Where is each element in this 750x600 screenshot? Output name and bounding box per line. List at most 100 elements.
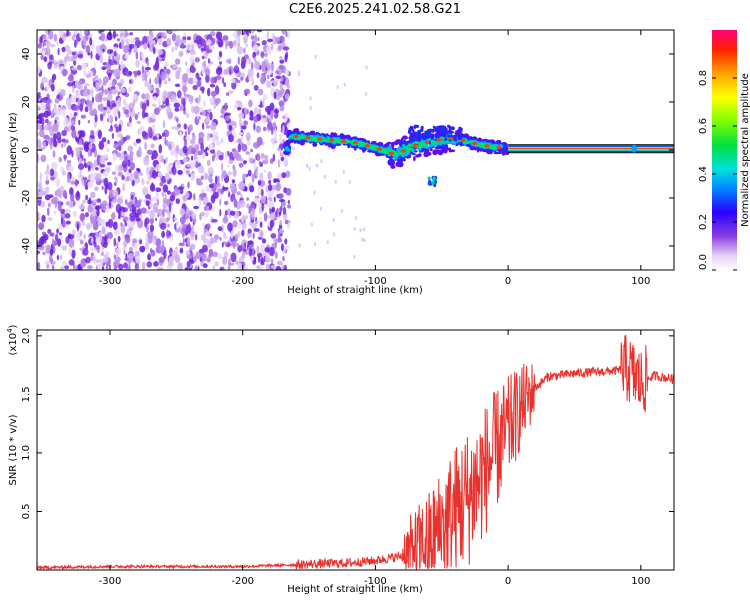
- noise-speckle: [193, 205, 200, 210]
- noise-speckle: [177, 90, 182, 99]
- ridge-blob: [359, 141, 364, 145]
- noise-speckle: [260, 76, 266, 85]
- side-feature: [432, 177, 436, 182]
- noise-speckle: [212, 131, 219, 138]
- noise-speckle: [45, 245, 51, 249]
- noise-speckle: [76, 190, 79, 198]
- noise-speckle: [267, 121, 273, 130]
- noise-speckle: [199, 213, 202, 221]
- noise-speckle: [55, 233, 59, 242]
- noise-speckle: [112, 152, 117, 162]
- noise-speckle: [146, 180, 150, 185]
- noise-speckle: [94, 186, 99, 192]
- noise-speckle: [253, 115, 259, 123]
- noise-speckle: [141, 65, 144, 75]
- noise-speckle: [264, 53, 268, 57]
- noise-speckle: [112, 107, 118, 117]
- noise-speckle: [228, 159, 234, 165]
- noise-speckle: [183, 166, 187, 173]
- noise-speckle: [316, 163, 319, 168]
- noise-speckle: [140, 207, 147, 214]
- ridge-peak: [448, 136, 454, 141]
- ridge-blob: [399, 157, 404, 162]
- noise-speckle: [120, 222, 123, 227]
- noise-speckle: [132, 206, 137, 215]
- noise-speckle: [284, 54, 288, 63]
- noise-speckle: [155, 187, 162, 192]
- noise-speckle: [258, 207, 262, 215]
- noise-speckle: [84, 161, 87, 168]
- noise-speckle: [198, 116, 201, 120]
- noise-speckle: [174, 107, 180, 112]
- noise-speckle: [202, 122, 205, 130]
- noise-speckle: [82, 91, 89, 97]
- noise-speckle: [97, 50, 104, 56]
- noise-speckle: [209, 83, 216, 88]
- noise-speckle: [204, 68, 211, 76]
- noise-speckle: [87, 204, 94, 213]
- noise-speckle: [51, 75, 55, 84]
- spectrogram-ylabel: Frequency (Hz): [8, 112, 19, 188]
- noise-speckle: [95, 81, 100, 92]
- noise-speckle: [141, 178, 145, 186]
- noise-speckle: [232, 240, 236, 250]
- ridge-blob: [432, 140, 435, 144]
- noise-speckle: [75, 91, 81, 99]
- noise-speckle: [179, 216, 186, 224]
- noise-speckle: [122, 241, 128, 247]
- noise-speckle: [162, 201, 167, 212]
- noise-speckle: [257, 37, 260, 42]
- noise-speckle: [309, 96, 312, 101]
- noise-speckle: [124, 171, 130, 177]
- noise-speckle: [173, 162, 176, 169]
- noise-speckle: [232, 40, 237, 47]
- noise-speckle: [79, 30, 83, 39]
- noise-speckle: [332, 218, 335, 222]
- ridge-blob: [444, 137, 448, 141]
- noise-speckle: [152, 47, 156, 55]
- noise-speckle: [248, 157, 254, 164]
- noise-speckle: [202, 109, 206, 116]
- noise-speckle: [287, 204, 291, 209]
- noise-speckle: [167, 111, 174, 120]
- noise-speckle: [41, 214, 46, 223]
- ridge-blob: [401, 136, 408, 140]
- noise-speckle: [37, 153, 40, 163]
- noise-speckle: [182, 232, 185, 238]
- noise-speckle: [105, 264, 109, 270]
- noise-speckle: [250, 148, 254, 153]
- noise-speckle: [179, 104, 184, 112]
- noise-speckle: [164, 193, 167, 203]
- noise-speckle: [243, 47, 246, 54]
- noise-speckle: [188, 173, 191, 178]
- noise-speckle: [84, 83, 90, 87]
- noise-speckle: [128, 168, 132, 174]
- noise-speckle: [211, 137, 218, 142]
- noise-speckle: [118, 145, 122, 152]
- noise-speckle: [83, 69, 87, 77]
- noise-speckle: [114, 195, 117, 201]
- noise-speckle: [151, 113, 156, 120]
- colorbar-ticks: 0.0 0.2 0.4 0.6 0.8: [698, 70, 737, 271]
- noise-speckle: [176, 117, 179, 123]
- noise-speckle: [218, 50, 223, 58]
- x-tick-label: 0: [505, 576, 511, 587]
- ridge-blob: [394, 151, 397, 154]
- noise-speckle: [255, 220, 259, 224]
- snr-ylabel: SNR (10 * v/v): [8, 414, 19, 485]
- noise-speckle: [275, 36, 280, 44]
- noise-speckle: [191, 147, 196, 155]
- noise-speckle: [137, 111, 140, 115]
- noise-speckle: [183, 87, 186, 97]
- noise-speckle: [277, 237, 283, 243]
- noise-speckle: [147, 234, 153, 244]
- ridge-blob: [502, 148, 508, 152]
- noise-speckle: [225, 92, 230, 96]
- noise-speckle: [292, 146, 295, 151]
- noise-speckle: [265, 62, 271, 68]
- noise-speckle: [283, 157, 289, 168]
- noise-speckle: [319, 206, 323, 211]
- noise-speckle: [177, 170, 183, 175]
- noise-speckle: [215, 182, 221, 187]
- noise-speckle: [158, 144, 163, 154]
